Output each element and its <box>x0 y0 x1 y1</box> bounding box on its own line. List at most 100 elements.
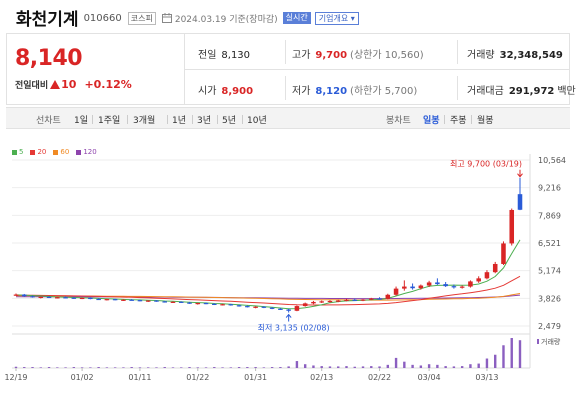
tab-1d[interactable]: 1일 <box>74 116 89 126</box>
legend-ma5: 5 <box>12 148 23 156</box>
candle-body <box>187 302 192 304</box>
candle <box>435 278 440 285</box>
candle <box>443 282 448 287</box>
volume-label: 거래량 <box>467 50 495 61</box>
candle-body <box>112 299 118 301</box>
candle-body <box>30 296 35 298</box>
candle <box>410 283 415 290</box>
volume-bar <box>469 364 472 368</box>
tab-5y[interactable]: 5년 <box>222 116 237 126</box>
period-tabs: 선차트 1일 1주일 3개월 1년 3년 5년 10년 봉차트 일봉 주봉 월봉 <box>6 107 570 129</box>
tab-1y[interactable]: 1년 <box>172 116 187 126</box>
divider <box>444 115 445 124</box>
volume: 거래량 32,348,549 <box>467 46 563 61</box>
volume-bar <box>361 366 365 368</box>
candle-body <box>509 209 515 244</box>
tab-daily[interactable]: 일봉 <box>423 116 440 126</box>
volume-bar <box>444 366 447 368</box>
low-price: 저가 8,120 (하한가 5,700) <box>292 82 417 97</box>
candle <box>38 296 44 299</box>
trade-value-unit: 백만 <box>557 86 576 97</box>
volume-bar <box>23 367 26 368</box>
price-change: 전일대비 10 +0.12% <box>15 78 132 91</box>
volume-bar <box>171 367 175 368</box>
candle-body <box>212 303 217 306</box>
y-tick-label: 7,869 <box>538 211 561 220</box>
candle-body <box>393 288 399 295</box>
candle <box>385 293 391 300</box>
low-label: 저가 <box>292 86 311 97</box>
candle <box>129 299 134 301</box>
volume-bar <box>345 366 348 368</box>
x-tick-label: 03/13 <box>475 373 498 382</box>
tab-10y[interactable]: 10년 <box>247 116 267 126</box>
legend-ma60: 60 <box>53 148 69 156</box>
legend-ma20: 20 <box>30 148 46 156</box>
candle-body <box>335 300 341 302</box>
up-arrow-icon <box>50 80 61 89</box>
company-info-button[interactable]: 기업개요 ▾ <box>314 11 359 25</box>
candle-body <box>21 294 27 297</box>
divider <box>217 115 218 124</box>
legend-label: 5 <box>19 148 24 156</box>
x-tick-label: 12/19 <box>4 373 27 382</box>
candle <box>112 298 118 301</box>
candle-body <box>352 299 358 301</box>
candle-body <box>245 306 250 308</box>
min-arrow-icon <box>285 313 292 318</box>
volume-bar <box>105 367 109 368</box>
candle <box>269 307 275 310</box>
candle <box>261 306 267 309</box>
candle-body <box>344 299 349 301</box>
legend-label: 60 <box>60 148 70 156</box>
stock-name: 화천기계 <box>16 9 79 30</box>
candle-body <box>121 299 126 301</box>
candle-body <box>426 282 432 286</box>
candle <box>228 303 234 306</box>
candle <box>253 306 258 309</box>
line-chart-label: 선차트 <box>36 116 61 126</box>
legend-swatch <box>12 149 17 155</box>
tab-1w[interactable]: 1주일 <box>98 116 121 126</box>
candle-body <box>377 298 382 300</box>
candle <box>352 298 358 301</box>
volume-bar <box>80 367 84 368</box>
volume-bar <box>287 366 290 368</box>
volume-bar <box>97 367 100 368</box>
volume-bar <box>312 365 315 368</box>
as-of-date: 2024.03.19 기준(장마감) <box>174 15 278 25</box>
candle <box>501 241 506 265</box>
x-tick-label: 01/11 <box>128 373 151 382</box>
volume-bar <box>163 367 166 368</box>
realtime-button[interactable]: 실시간 <box>282 12 311 24</box>
candle-body <box>88 297 93 300</box>
candle <box>145 300 151 302</box>
candle <box>294 305 300 312</box>
candle <box>402 280 407 291</box>
volume-bar <box>270 367 274 368</box>
volume-bar <box>494 354 497 368</box>
divider <box>92 115 93 124</box>
divider <box>285 76 286 100</box>
volume-bar <box>246 367 249 368</box>
max-price-label: 최고 9,700 (03/19) <box>450 159 522 169</box>
tab-3y[interactable]: 3년 <box>197 116 212 126</box>
volume-bar <box>279 367 282 368</box>
candle-body <box>319 301 324 303</box>
tab-monthly[interactable]: 월봉 <box>477 116 494 126</box>
prev-close: 전일 8,130 <box>198 46 250 61</box>
candle-body <box>443 284 448 287</box>
y-tick-label: 3,826 <box>538 294 561 303</box>
tab-weekly[interactable]: 주봉 <box>450 116 467 126</box>
legend-label: 20 <box>37 148 47 156</box>
candle-body <box>269 307 275 309</box>
candle <box>170 301 176 303</box>
volume-bar <box>180 367 183 368</box>
volume-bar <box>113 367 117 368</box>
tab-3m[interactable]: 3개월 <box>133 116 156 126</box>
candle-body <box>220 304 225 306</box>
volume-bar <box>39 367 42 368</box>
volume-bar <box>146 367 150 368</box>
volume-bar <box>237 367 241 368</box>
